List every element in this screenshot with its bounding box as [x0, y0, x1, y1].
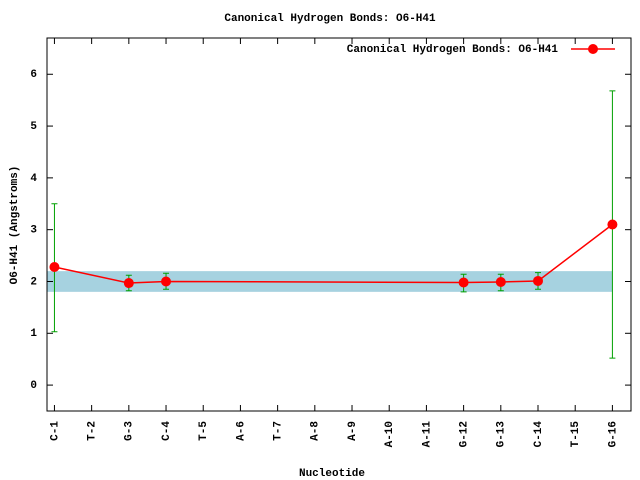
x-tick-label: T-7 — [273, 421, 285, 441]
legend-label: Canonical Hydrogen Bonds: O6-H41 — [347, 44, 559, 56]
x-tick-label: T-15 — [570, 421, 582, 448]
x-axis-label: Nucleotide — [299, 468, 365, 480]
y-tick-label: 2 — [30, 276, 37, 288]
x-tick-label: C-4 — [161, 421, 173, 441]
y-tick-label: 4 — [30, 173, 37, 185]
x-tick-label: T-2 — [87, 421, 99, 441]
y-tick-label: 0 — [30, 380, 37, 392]
y-tick-label: 5 — [30, 121, 37, 133]
x-tick-label: A-9 — [347, 421, 359, 441]
x-tick-label: A-8 — [310, 421, 322, 441]
x-tick-label: A-6 — [235, 421, 247, 441]
legend-marker — [588, 44, 598, 54]
x-tick-label: A-11 — [421, 421, 433, 448]
data-point — [458, 277, 469, 288]
x-tick-label: G-16 — [607, 421, 619, 447]
data-point — [495, 277, 506, 288]
x-tick-label: C-14 — [533, 421, 545, 448]
plot-border — [46, 37, 632, 412]
chart-title: Canonical Hydrogen Bonds: O6-H41 — [224, 13, 436, 25]
x-tick-label: G-13 — [496, 421, 508, 448]
x-tick-label: G-12 — [459, 421, 471, 447]
x-tick-label: A-10 — [384, 421, 396, 447]
y-tick-label: 1 — [30, 328, 37, 340]
data-point — [607, 219, 618, 230]
data-point — [49, 261, 60, 272]
data-point — [123, 278, 134, 289]
data-point — [533, 275, 544, 286]
data-point — [161, 276, 172, 287]
y-tick-label: 6 — [30, 69, 37, 81]
y-axis-label: O6-H41 (Angstroms) — [9, 166, 21, 285]
x-tick-label: G-3 — [124, 421, 136, 441]
y-tick-label: 3 — [30, 225, 37, 237]
x-tick-label: C-1 — [49, 421, 61, 441]
x-tick-label: T-5 — [198, 421, 210, 441]
